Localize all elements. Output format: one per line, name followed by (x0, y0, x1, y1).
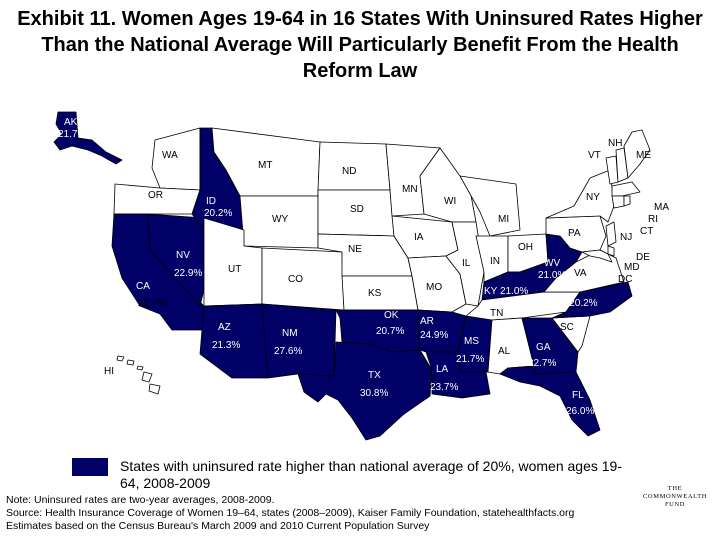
label-nh: NH (608, 138, 622, 149)
state-ak (53, 111, 123, 165)
logo-line-3: FUND (664, 501, 686, 508)
label-me: ME (636, 150, 651, 161)
label-co: CO (288, 274, 303, 285)
label-oh: OH (518, 242, 533, 253)
label-in: IN (490, 256, 500, 267)
label-de: DE (636, 252, 650, 263)
label-wa: WA (162, 150, 178, 161)
state-de (607, 245, 615, 257)
state-nj (605, 221, 617, 247)
label-mn: MN (402, 184, 418, 195)
label-fl-value: 26.0% (566, 406, 594, 417)
label-ok-value: 20.7% (376, 326, 404, 337)
label-id-value: 20.2% (204, 208, 232, 219)
label-mi: MI (498, 214, 509, 225)
label-la: LA (436, 364, 449, 375)
label-nj: NJ (620, 232, 632, 243)
state-tx (297, 341, 433, 441)
state-co (261, 247, 345, 311)
label-nm: NM (282, 328, 298, 339)
estimates-line: Estimates based on the Census Bureau's M… (6, 520, 430, 532)
label-ak: AK (64, 117, 78, 128)
label-ak-value: 21.7% (58, 129, 86, 140)
label-ny: NY (586, 192, 600, 203)
label-nd: ND (342, 166, 356, 177)
title-line-2: Than the National Average Will Particula… (41, 34, 679, 56)
label-vt: VT (588, 150, 601, 161)
label-ma: MA (654, 202, 669, 213)
label-pa: PA (568, 228, 581, 239)
label-or: OR (148, 190, 163, 201)
label-ar-value: 24.9% (420, 330, 448, 341)
label-ga: GA (536, 342, 551, 353)
state-ri (623, 195, 631, 207)
title-line-3: Reform Law (302, 60, 418, 82)
label-wv-value: 21.0% (538, 270, 566, 281)
state-ny (545, 169, 615, 223)
label-il: IL (462, 258, 471, 269)
state-me (623, 129, 651, 179)
label-dc: DC (618, 274, 632, 285)
label-ca: CA (136, 281, 150, 292)
label-sc: SC (560, 322, 574, 333)
label-ks: KS (368, 288, 382, 299)
label-ky: KY 21.0% (484, 286, 528, 297)
label-wi: WI (444, 196, 456, 207)
label-tx-value: 30.8% (360, 388, 388, 399)
label-wv: WV (544, 258, 560, 269)
label-sd: SD (350, 204, 364, 215)
label-tx: TX (368, 370, 381, 381)
notes: Note: Uninsured rates are two-year avera… (6, 494, 574, 533)
label-ca-value: 22.7% (138, 298, 166, 309)
label-ut: UT (228, 264, 241, 275)
label-ia: IA (414, 232, 424, 243)
state-md (581, 249, 613, 263)
title-line-1: Exhibit 11. Women Ages 19-64 in 16 State… (17, 8, 703, 30)
state-va (543, 249, 625, 293)
label-fl: FL (572, 390, 584, 401)
source-line: Source: Health Insurance Coverage of Wom… (6, 507, 575, 519)
legend-text: States with uninsured rate higher than n… (120, 458, 622, 491)
state-fl (499, 365, 601, 437)
label-ct: CT (640, 226, 653, 237)
note-line: Note: Uninsured rates are two-year avera… (6, 494, 275, 506)
label-va: VA (574, 268, 587, 279)
legend-swatch (72, 458, 108, 476)
logo-line-1: THE (667, 485, 683, 492)
label-nc: NC 20.2% (552, 298, 598, 309)
label-ms: MS (464, 336, 479, 347)
label-wy: WY (272, 214, 288, 225)
label-ne: NE (348, 244, 362, 255)
state-hi (116, 355, 161, 395)
label-mo: MO (426, 282, 442, 293)
label-ar: AR (420, 316, 434, 327)
state-ma (611, 181, 641, 197)
label-az-value: 21.3% (212, 340, 240, 351)
label-md: MD (624, 262, 640, 273)
label-mt: MT (258, 160, 272, 171)
state-nm (261, 303, 337, 379)
label-id: ID (206, 196, 216, 207)
state-ct (611, 195, 625, 209)
commonwealth-fund-logo: THE COMMONWEALTH FUND (640, 485, 710, 509)
page-title: Exhibit 11. Women Ages 19-64 in 16 State… (0, 6, 720, 84)
label-nv-value: 22.9% (174, 268, 202, 279)
label-tn: TN (490, 308, 503, 319)
label-ok: OK (384, 310, 399, 321)
state-mi (459, 175, 521, 237)
label-az: AZ (218, 322, 231, 333)
label-ms-value: 21.7% (456, 354, 484, 365)
label-la-value: 23.7% (430, 382, 458, 393)
label-ga-value: 22.7% (528, 358, 556, 369)
logo-line-2: COMMONWEALTH (642, 493, 707, 500)
state-nc (543, 281, 633, 319)
label-nv: NV (176, 250, 190, 261)
label-ri: RI (648, 214, 658, 225)
label-nm-value: 27.6% (274, 346, 302, 357)
label-hi: HI (104, 366, 114, 377)
label-al: AL (498, 346, 511, 357)
